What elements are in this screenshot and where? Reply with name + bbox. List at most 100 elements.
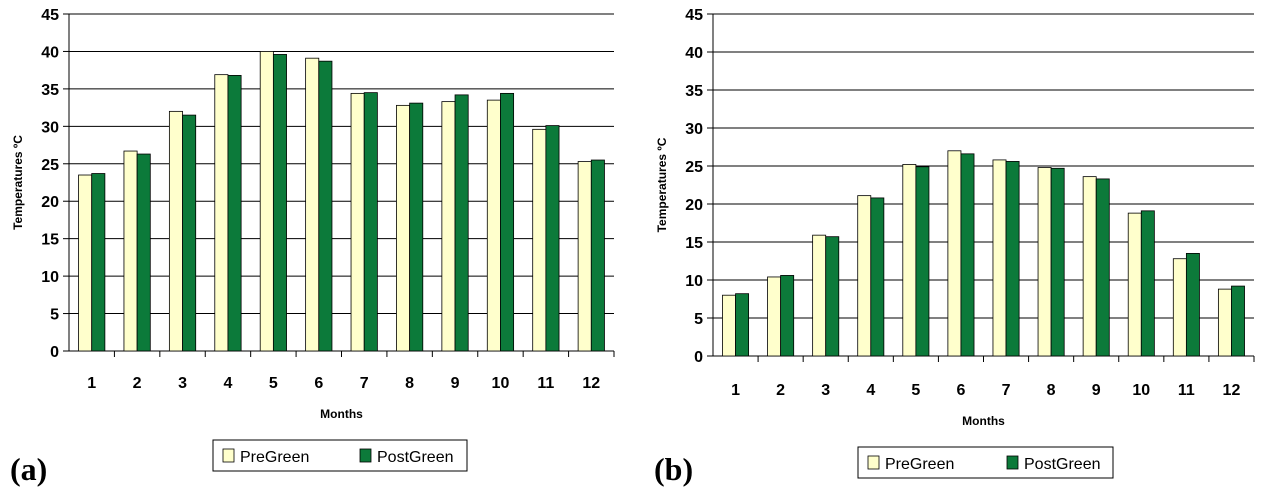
bar-postgreen — [780, 275, 795, 357]
x-tick-label: 11 — [1178, 382, 1195, 399]
y-tick-label: 35 — [685, 83, 703, 100]
y-tick-label: 25 — [41, 157, 59, 174]
y-tick-label: 30 — [685, 121, 703, 138]
panel-label: (a) — [10, 451, 47, 487]
bar-pregreen — [214, 74, 229, 352]
x-tick-label: 3 — [821, 382, 830, 399]
x-tick-label: 2 — [133, 375, 142, 392]
y-axis-title: Temperatures ºC — [655, 137, 669, 232]
legend-label-pregreen: PreGreen — [885, 456, 954, 473]
bar-pregreen — [992, 159, 1007, 357]
y-tick-label: 5 — [50, 307, 59, 324]
y-tick-label: 15 — [41, 232, 59, 249]
bar-postgreen — [1095, 178, 1110, 357]
y-tick-label: 0 — [50, 344, 59, 361]
legend-label-pregreen: PreGreen — [240, 449, 309, 466]
x-tick-label: 4 — [224, 375, 233, 392]
bar-pregreen — [1217, 288, 1232, 357]
bar-postgreen — [825, 236, 840, 357]
bar-pregreen — [168, 110, 183, 352]
bar-pregreen — [767, 276, 782, 357]
legend-label-postgreen: PostGreen — [377, 449, 453, 466]
y-tick-label: 25 — [685, 159, 703, 176]
bar-postgreen — [454, 94, 469, 352]
y-axis-title: Temperatures ºC — [11, 135, 25, 230]
y-tick-label: 5 — [694, 311, 703, 328]
bar-pregreen — [722, 294, 736, 357]
bar-pregreen — [1127, 212, 1142, 357]
x-tick-label: 6 — [314, 375, 323, 392]
bar-postgreen — [363, 92, 378, 352]
y-tick-label: 20 — [685, 197, 703, 214]
x-tick-label: 1 — [87, 375, 96, 392]
bar-postgreen — [960, 153, 975, 357]
bar-postgreen — [272, 54, 287, 352]
x-tick-label: 8 — [1047, 382, 1056, 399]
bar-postgreen — [870, 197, 885, 357]
legend-box — [857, 446, 1114, 479]
y-tick-label: 15 — [685, 235, 703, 252]
y-tick-label: 35 — [41, 82, 59, 99]
bar-postgreen — [409, 102, 424, 352]
x-tick-label: 3 — [178, 375, 187, 392]
x-tick-label: 9 — [1092, 382, 1101, 399]
y-tick-label: 30 — [41, 119, 59, 136]
bar-pregreen — [350, 92, 365, 352]
y-tick-label: 10 — [41, 269, 59, 286]
x-tick-label: 4 — [866, 382, 875, 399]
x-tick-label: 5 — [911, 382, 920, 399]
bar-postgreen — [1005, 161, 1020, 357]
x-tick-label: 10 — [1132, 382, 1150, 399]
legend-swatch-pregreen — [222, 448, 235, 463]
bar-pregreen — [259, 51, 274, 352]
y-tick-label: 40 — [41, 44, 59, 61]
x-tick-label: 7 — [360, 375, 369, 392]
bar-postgreen — [500, 92, 515, 352]
x-tick-label: 8 — [405, 375, 414, 392]
panel-label: (b) — [654, 451, 693, 487]
legend-label-postgreen: PostGreen — [1024, 456, 1100, 473]
x-tick-label: 12 — [582, 375, 600, 392]
y-tick-label: 20 — [41, 194, 59, 211]
legend-swatch-postgreen — [1006, 455, 1019, 470]
x-tick-label: 9 — [451, 375, 460, 392]
y-tick-label: 45 — [685, 7, 703, 24]
bar-pregreen — [812, 234, 827, 357]
bar-postgreen — [1231, 285, 1245, 357]
bar-postgreen — [590, 159, 605, 352]
bar-postgreen — [182, 114, 197, 352]
bar-pregreen — [78, 174, 93, 352]
x-tick-label: 2 — [776, 382, 785, 399]
legend-swatch-postgreen — [359, 448, 372, 463]
bar-pregreen — [486, 99, 501, 352]
bar-postgreen — [915, 166, 930, 357]
y-tick-label: 45 — [41, 7, 59, 24]
bar-pregreen — [532, 128, 547, 352]
bar-postgreen — [735, 293, 750, 357]
bar-pregreen — [441, 101, 456, 352]
bar-postgreen — [1140, 210, 1155, 357]
x-tick-label: 11 — [537, 375, 554, 392]
bar-postgreen — [318, 60, 333, 352]
bar-pregreen — [902, 164, 917, 357]
bar-pregreen — [123, 150, 138, 352]
x-tick-label: 6 — [957, 382, 966, 399]
bar-pregreen — [857, 195, 872, 357]
bar-pregreen — [1082, 176, 1097, 357]
bar-postgreen — [1185, 252, 1200, 357]
x-axis-title: Months — [962, 414, 1005, 428]
legend-box — [212, 439, 468, 472]
x-tick-label: 5 — [269, 375, 278, 392]
y-tick-label: 10 — [685, 273, 703, 290]
bar-pregreen — [396, 104, 411, 352]
bar-pregreen — [947, 150, 962, 357]
y-tick-label: 0 — [694, 349, 703, 366]
x-axis-title: Months — [320, 407, 363, 421]
bar-postgreen — [91, 173, 106, 352]
bar-postgreen — [227, 75, 242, 352]
bar-postgreen — [136, 153, 151, 352]
bar-postgreen — [545, 125, 560, 352]
x-tick-label: 1 — [731, 382, 740, 399]
